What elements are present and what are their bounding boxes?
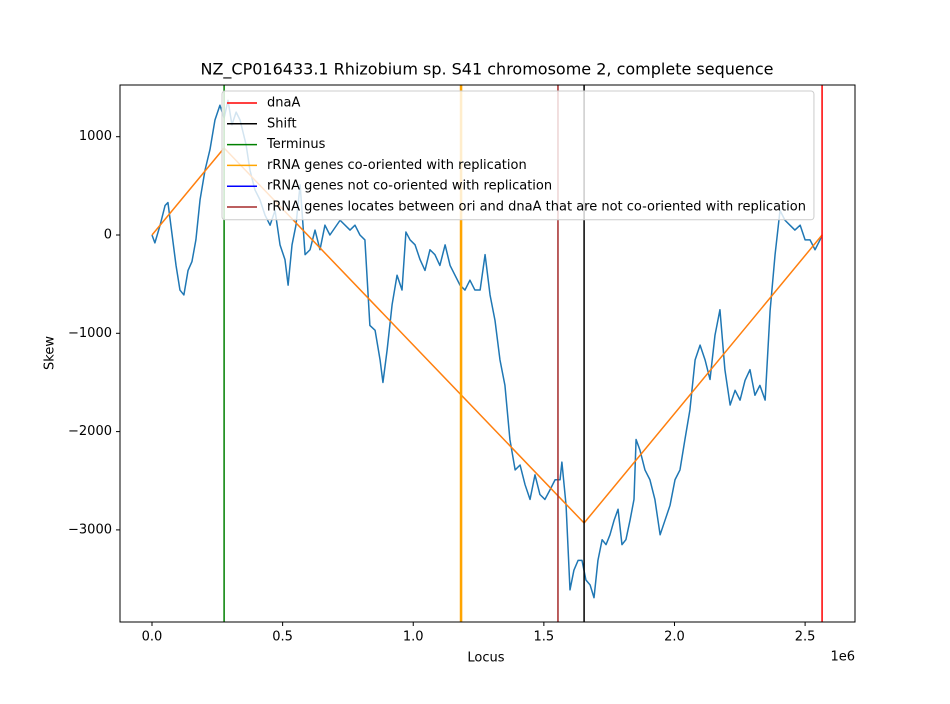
x-tick-label: 1.0 [403, 630, 424, 645]
line [151, 147, 823, 524]
y-tick-label: 1000 [79, 129, 112, 144]
x-axis-label: Locus [467, 651, 504, 666]
x-tick-label: 2.5 [795, 630, 816, 645]
x-tick-label: 0.0 [142, 630, 163, 645]
y-tick-label: −1000 [68, 326, 112, 341]
plot-frame [119, 84, 856, 623]
x-tick-label: 2.0 [664, 630, 685, 645]
x-tick-label: 1.5 [534, 630, 555, 645]
legend-label: rRNA genes not co-oriented with replicat… [267, 179, 552, 194]
x-offset-label: 1e6 [830, 650, 855, 665]
y-axis-label: Skew [43, 336, 58, 370]
legend-box [221, 90, 815, 221]
legend-label: dnaA [267, 96, 300, 111]
y-tick-label: 0 [104, 228, 112, 243]
legend-label: Shift [267, 116, 297, 131]
x-tick-label: 0.5 [272, 630, 293, 645]
legend-label: Terminus [266, 137, 326, 152]
legend-label: rRNA genes locates between ori and dnaA … [267, 200, 806, 215]
chart-title: NZ_CP016433.1 Rhizobium sp. S41 chromoso… [201, 60, 774, 80]
y-tick-label: −3000 [68, 522, 112, 537]
y-tick-label: −2000 [68, 424, 112, 439]
legend-label: rRNA genes co-oriented with replication [267, 158, 527, 173]
